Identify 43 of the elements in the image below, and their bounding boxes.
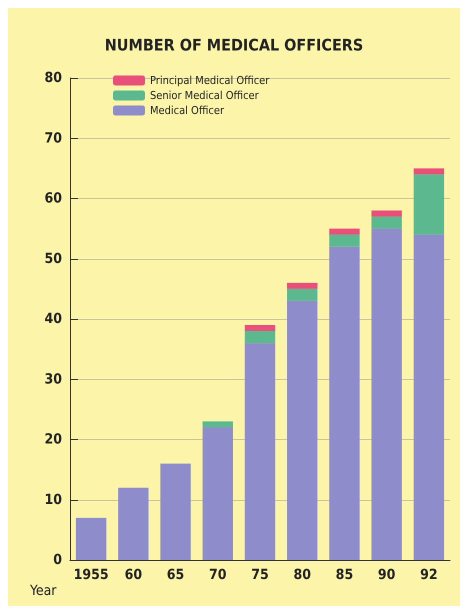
y-tick-label: 30 [44,371,62,388]
bar [244,325,276,332]
bar [202,427,233,560]
bar [244,331,276,344]
x-tick-label: 90 [378,567,396,583]
bar [414,174,444,235]
bar [244,343,276,560]
x-axis-title: Year [29,583,58,599]
x-tick-label: 85 [336,567,354,583]
x-tick-label: 60 [124,567,142,583]
y-tick-label: 80 [44,70,62,86]
bar [414,168,444,174]
bar [371,228,402,560]
bar [76,518,106,560]
bar [287,288,318,301]
legend-label: Senior Medical Officer [150,89,260,102]
y-tick-label: 50 [44,250,62,267]
y-tick-label: 70 [44,130,62,146]
y-tick-label: 60 [44,190,62,206]
legend-label: Principal Medical Officer [150,74,270,87]
y-tick-label: 20 [44,432,62,448]
bar [371,216,402,229]
y-tick-label: 0 [53,552,62,568]
x-tick-label: 1955 [74,567,109,583]
bar [287,282,318,289]
bar [118,488,149,560]
bar [371,210,402,217]
bar [329,246,360,560]
x-tick-label: 70 [209,567,227,583]
x-tick-label: 65 [166,567,184,583]
bar [414,234,444,560]
bar [202,421,233,428]
y-tick-label: 40 [44,311,62,327]
chart-title: NUMBER OF MEDICAL OFFICERS [104,36,364,54]
x-tick-label: 92 [420,567,438,583]
legend-label: Medical Officer [150,104,225,117]
bar [160,464,191,560]
x-tick-label: 80 [293,567,312,583]
bar [287,300,318,560]
y-tick-label: 10 [44,492,62,508]
bar [329,228,360,235]
bar [329,234,360,247]
x-tick-label: 75 [251,567,269,583]
